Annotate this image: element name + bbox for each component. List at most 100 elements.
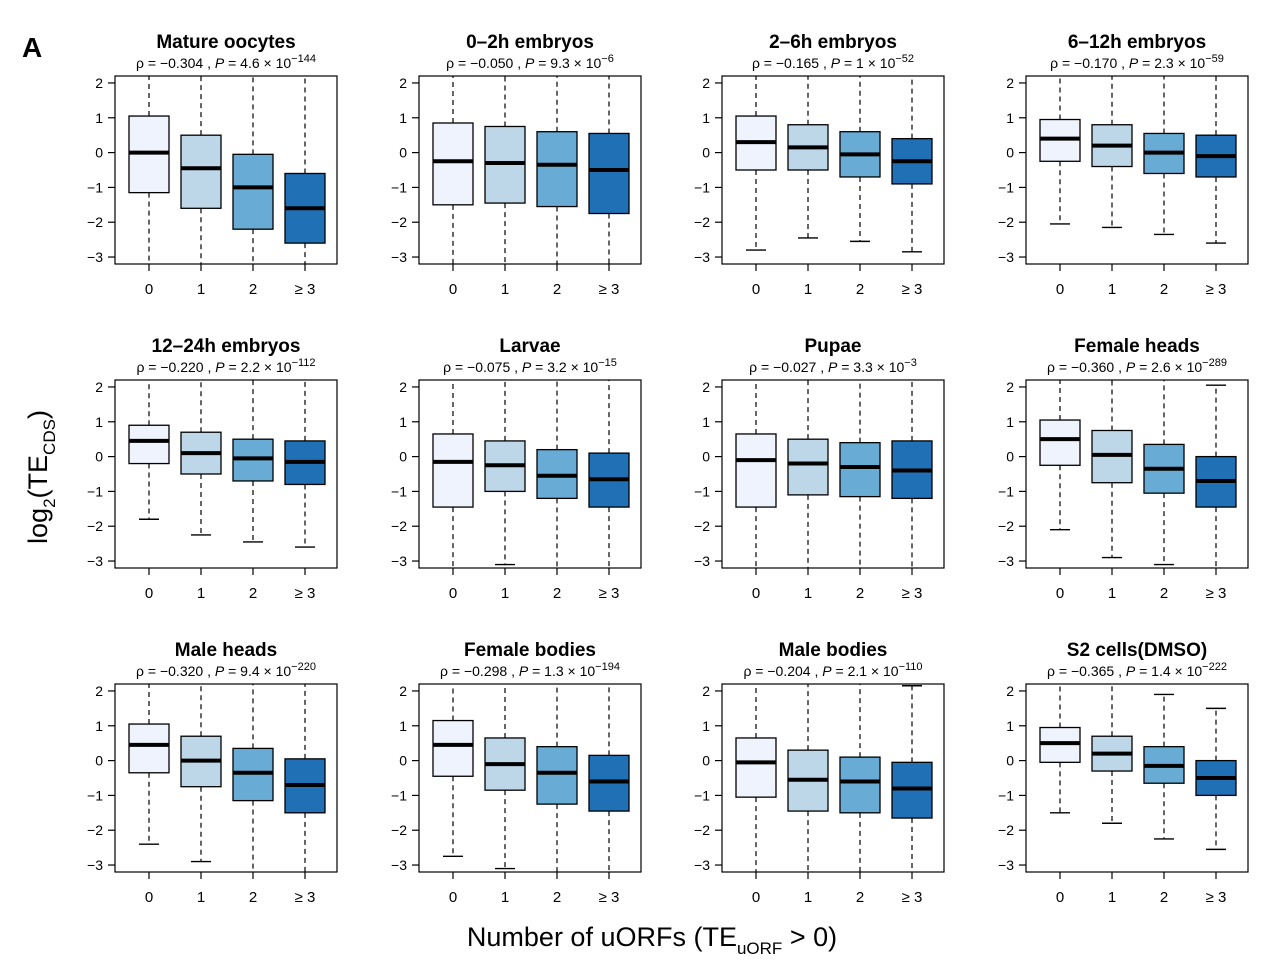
y-tick-label: 2 <box>1006 75 1014 91</box>
y-tick-label: 0 <box>399 449 407 465</box>
panel-title: Female heads <box>1074 336 1200 357</box>
y-tick-label: −2 <box>87 214 103 230</box>
panel-stats: ρ = −0.027 , P = 3.3 × 10−3 <box>749 357 917 375</box>
y-tick-label: 1 <box>702 718 710 734</box>
x-tick-label: 0 <box>1056 281 1064 298</box>
p-label: P <box>828 359 838 375</box>
box-group <box>232 380 274 543</box>
y-tick-label: 0 <box>702 753 710 769</box>
x-axis-label-main: Number of uORFs (TE <box>467 922 737 952</box>
plot-frame <box>721 683 945 873</box>
p-exponent: −3 <box>904 357 917 369</box>
p-mantissa: = 1.3 × 10 <box>528 663 595 679</box>
box-group <box>128 380 170 520</box>
y-tick-label: 0 <box>1006 449 1014 465</box>
y-tick-label: −2 <box>391 214 407 230</box>
y-tick-label: −3 <box>998 857 1014 873</box>
y-tick-label: 0 <box>95 753 103 769</box>
panel-stats: ρ = −0.320 , P = 9.4 × 10−220 <box>136 661 316 679</box>
p-exponent: −289 <box>1202 357 1227 369</box>
box-group <box>735 380 777 568</box>
x-tick-label: ≥ 3 <box>902 889 923 906</box>
plot-frame <box>114 75 338 265</box>
p-exponent: −194 <box>595 661 620 673</box>
p-mantissa: = 1.4 × 10 <box>1135 663 1202 679</box>
y-tick-label: 0 <box>95 449 103 465</box>
y-axis-label-paren-open: (TE <box>23 455 53 499</box>
y-tick-label: 1 <box>399 718 407 734</box>
iqr-box <box>588 132 630 215</box>
y-tick-label: 1 <box>399 414 407 430</box>
y-tick-label: −1 <box>87 179 103 195</box>
iqr-box <box>432 719 474 777</box>
y-tick-label: 1 <box>95 414 103 430</box>
box-group <box>588 76 630 264</box>
box-group <box>128 684 170 845</box>
p-exponent: −220 <box>291 661 316 673</box>
x-tick-label: 1 <box>804 585 812 602</box>
x-tick-label: ≥ 3 <box>295 889 316 906</box>
box-group <box>1143 380 1185 566</box>
rho-value: ρ = −0.220 , <box>136 359 215 375</box>
panel-label: A <box>22 32 42 63</box>
x-tick-label: 2 <box>856 585 864 602</box>
box-group <box>1039 684 1081 814</box>
box-group <box>432 380 474 568</box>
x-tick-label: 2 <box>553 889 561 906</box>
y-tick-label: −3 <box>87 857 103 873</box>
panel-stats: ρ = −0.220 , P = 2.2 × 10−112 <box>136 357 315 375</box>
x-tick-label: 2 <box>1160 281 1168 298</box>
panel-stats: ρ = −0.304 , P = 4.6 × 10−144 <box>136 53 316 71</box>
rho-value: ρ = −0.320 , <box>136 663 215 679</box>
x-tick-label: 1 <box>1108 585 1116 602</box>
x-tick-label: 2 <box>553 281 561 298</box>
box-group <box>1039 380 1081 531</box>
y-tick-label: −1 <box>998 787 1014 803</box>
p-exponent: −222 <box>1202 661 1227 673</box>
box-group <box>1195 384 1237 568</box>
x-axis-label-sub: uORF <box>737 939 782 958</box>
x-tick-label: 1 <box>501 281 509 298</box>
box-group <box>735 684 777 872</box>
y-tick-label: 2 <box>399 75 407 91</box>
x-tick-label: 1 <box>1108 281 1116 298</box>
p-mantissa: = 2.1 × 10 <box>832 663 899 679</box>
p-label: P <box>525 55 535 71</box>
x-tick-label: ≥ 3 <box>902 281 923 298</box>
rho-value: ρ = −0.027 , <box>749 359 828 375</box>
y-tick-label: 2 <box>702 75 710 91</box>
x-tick-label: 1 <box>197 889 205 906</box>
rho-value: ρ = −0.075 , <box>443 359 522 375</box>
x-tick-label: 0 <box>449 281 457 298</box>
x-tick-label: 0 <box>449 889 457 906</box>
y-tick-label: −2 <box>998 822 1014 838</box>
box-group <box>180 76 222 264</box>
plot-frame <box>721 379 945 569</box>
box-group <box>484 380 526 566</box>
iqr-box <box>432 433 474 508</box>
box-group <box>588 684 630 872</box>
y-tick-label: 1 <box>95 718 103 734</box>
iqr-box <box>128 723 170 774</box>
box-group <box>232 684 274 872</box>
p-label: P <box>519 663 529 679</box>
x-tick-label: 0 <box>1056 585 1064 602</box>
x-tick-label: 2 <box>856 281 864 298</box>
y-tick-label: −3 <box>391 553 407 569</box>
x-tick-label: 2 <box>249 585 257 602</box>
y-tick-label: 2 <box>95 379 103 395</box>
box-group <box>1091 684 1133 824</box>
panel-title: Pupae <box>804 336 861 357</box>
y-tick-label: −2 <box>87 822 103 838</box>
plot-frame <box>1025 379 1249 569</box>
y-tick-label: 0 <box>1006 145 1014 161</box>
p-exponent: −144 <box>291 53 316 65</box>
box-group <box>536 684 578 872</box>
x-tick-label: 1 <box>804 281 812 298</box>
